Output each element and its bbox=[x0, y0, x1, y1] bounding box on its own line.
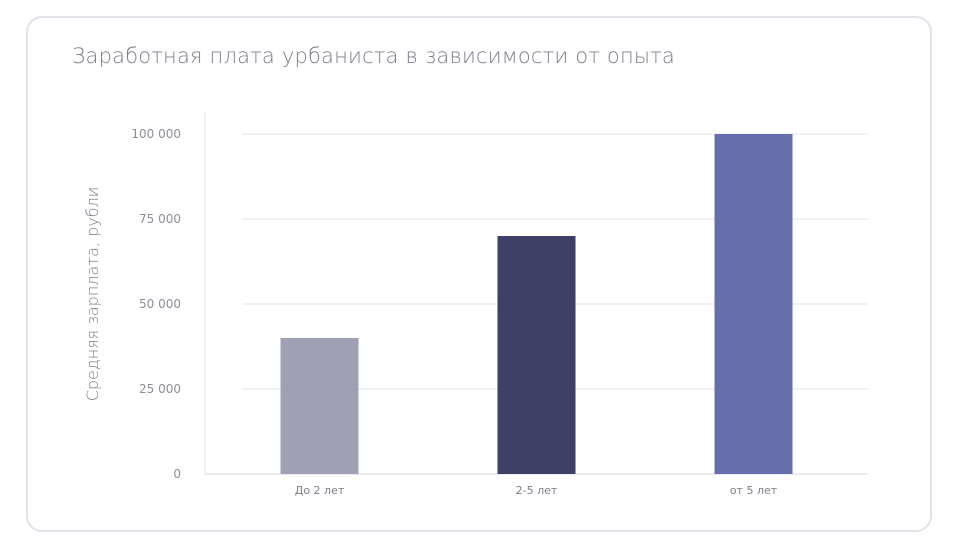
y-tick-label: 0 bbox=[173, 467, 181, 481]
chart-title: Заработная плата урбаниста в зависимости… bbox=[72, 44, 675, 68]
y-tick-label: 100 000 bbox=[131, 127, 181, 141]
x-category-labels: До 2 лет 2-5 лет от 5 лет bbox=[295, 484, 778, 497]
y-axis-title: Средняя зарплата, рубли bbox=[83, 187, 102, 402]
bar bbox=[497, 236, 576, 474]
y-tick-label: 50 000 bbox=[139, 297, 181, 311]
bar bbox=[280, 338, 359, 474]
y-tick-label: 75 000 bbox=[139, 212, 181, 226]
bar bbox=[714, 134, 793, 474]
x-category-label: До 2 лет bbox=[295, 484, 345, 497]
bars bbox=[280, 134, 793, 474]
y-tick-labels: 0 25 000 50 000 75 000 100 000 bbox=[131, 127, 181, 481]
y-tick-label: 25 000 bbox=[139, 382, 181, 396]
x-category-label: от 5 лет bbox=[730, 484, 778, 497]
x-category-label: 2-5 лет bbox=[516, 484, 558, 497]
